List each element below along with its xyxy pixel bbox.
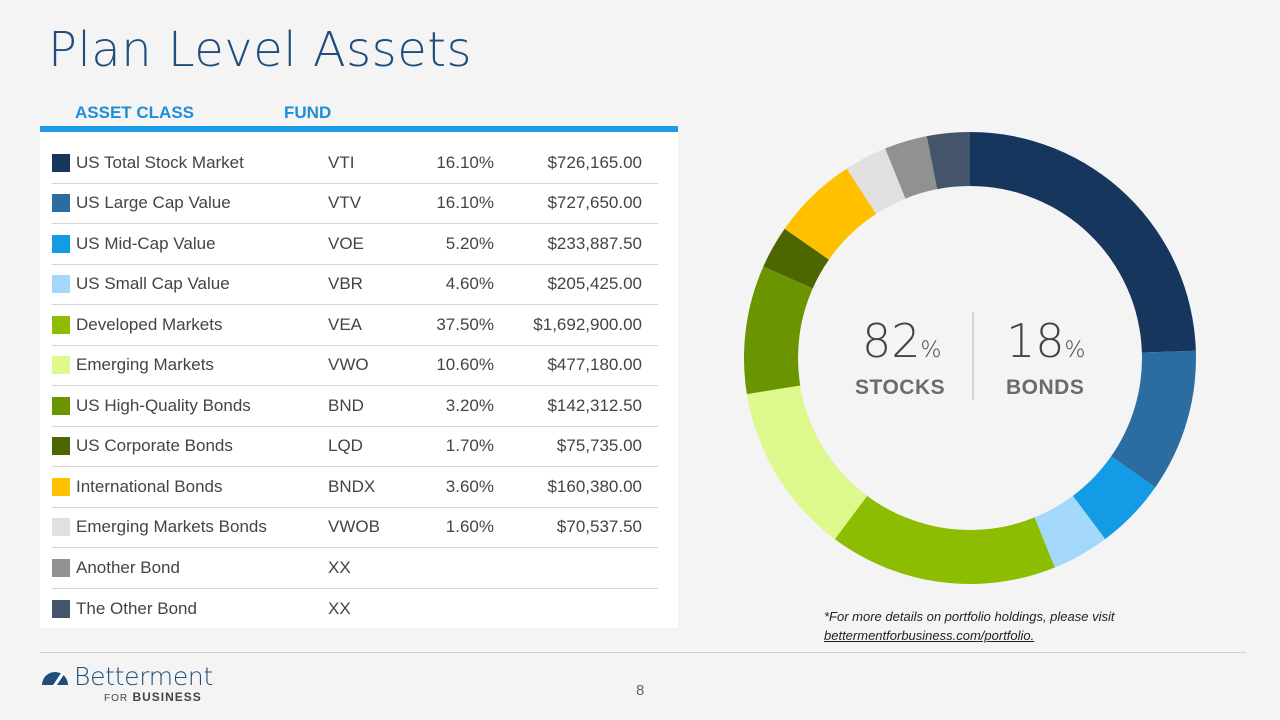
- fund-ticker: LQD: [328, 436, 363, 456]
- allocation-amount: $233,887.50: [547, 233, 642, 253]
- asset-class-name: Another Bond: [76, 557, 180, 577]
- fund-ticker: VTI: [328, 152, 355, 172]
- donut-slice-us-large-cap-value: [1111, 350, 1196, 488]
- legend-swatch: [52, 396, 70, 415]
- table-row: US High-Quality Bonds BND 3.20% $142,312.50: [52, 386, 658, 427]
- fund-ticker: VWOB: [328, 517, 380, 537]
- stocks-percentage: 82%: [862, 314, 942, 368]
- asset-table: [40, 132, 678, 628]
- table-row: Another Bond XX: [52, 548, 658, 589]
- asset-class-name: The Other Bond: [76, 598, 197, 618]
- donut-slice-us-high-quality-bonds: [744, 266, 813, 395]
- allocation-percent: 10.60%: [436, 355, 494, 375]
- fund-ticker: VWO: [328, 355, 369, 375]
- fund-ticker: XX: [328, 598, 351, 618]
- logo-subtitle: FOR BUSINESS: [104, 690, 202, 704]
- allocation-percent: 1.70%: [445, 436, 494, 456]
- legend-swatch: [52, 599, 70, 618]
- asset-class-name: US Corporate Bonds: [76, 436, 233, 456]
- legend-swatch: [52, 518, 70, 537]
- fund-ticker: BND: [328, 395, 364, 415]
- asset-class-name: US Small Cap Value: [76, 274, 230, 294]
- asset-class-name: Emerging Markets: [76, 355, 214, 375]
- table-row: US Small Cap Value VBR 4.60% $205,425.00: [52, 265, 658, 305]
- bonds-label: BONDS: [1006, 376, 1085, 399]
- legend-swatch: [52, 194, 70, 213]
- gauge-logo-icon: [42, 671, 68, 687]
- asset-class-name: Emerging Markets Bonds: [76, 517, 267, 537]
- donut-slice-international-bonds: [784, 168, 877, 260]
- allocation-amount: $142,312.50: [547, 395, 642, 415]
- legend-swatch: [52, 356, 70, 375]
- donut-slice-emerging-markets: [746, 385, 868, 540]
- donut-slice-another-bond: [885, 136, 938, 199]
- allocation-percent: 3.20%: [445, 395, 494, 415]
- asset-class-name: US High-Quality Bonds: [76, 395, 251, 415]
- allocation-amount: $205,425.00: [547, 274, 642, 294]
- table-row: US Corporate Bonds LQD 1.70% $75,735.00: [52, 427, 658, 467]
- fund-ticker: VOE: [328, 233, 364, 253]
- allocation-percent: 16.10%: [436, 152, 494, 172]
- footnote-text: *For more details on portfolio holdings,…: [824, 609, 1115, 624]
- stocks-label: STOCKS: [855, 376, 946, 399]
- table-row: Developed Markets VEA 37.50% $1,692,900.00: [52, 305, 658, 346]
- table-row: US Mid-Cap Value VOE 5.20% $233,887.50: [52, 224, 658, 265]
- legend-swatch: [52, 234, 70, 253]
- legend-swatch: [52, 315, 70, 334]
- allocation-amount: $75,735.00: [556, 436, 642, 456]
- table-row: US Large Cap Value VTV 16.10% $727,650.00: [52, 184, 658, 224]
- footnote: *For more details on portfolio holdings,…: [824, 607, 1114, 645]
- allocation-percent: 37.50%: [436, 314, 494, 334]
- asset-class-name: US Large Cap Value: [76, 193, 231, 213]
- donut-slice-us-total-stock-market: [970, 132, 1196, 353]
- allocation-amount: $1,692,900.00: [533, 314, 642, 334]
- donut-slice-the-other-bond: [926, 132, 970, 190]
- table-row: Emerging Markets Bonds VWOB 1.60% $70,537.5…: [52, 508, 658, 548]
- fund-ticker: BNDX: [328, 476, 376, 496]
- betterment-logo: Betterment FOR BUSINESS: [40, 662, 213, 704]
- table-row: Emerging Markets VWO 10.60% $477,180.00: [52, 346, 658, 386]
- legend-swatch: [52, 558, 70, 577]
- legend-swatch: [52, 437, 70, 456]
- allocation-amount: $477,180.00: [547, 355, 642, 375]
- bonds-percentage: 18%: [1006, 314, 1086, 368]
- asset-class-name: International Bonds: [76, 476, 223, 496]
- allocation-amount: $727,650.00: [547, 193, 642, 213]
- footer-divider: [40, 652, 1246, 653]
- allocation-donut-chart: [744, 132, 1196, 584]
- page-title: Plan Level Assets: [48, 22, 473, 78]
- page-number: 8: [636, 682, 645, 699]
- fund-ticker: XX: [328, 557, 351, 577]
- allocation-percent: 1.60%: [445, 517, 494, 537]
- allocation-percent: 3.60%: [445, 476, 494, 496]
- asset-class-name: US Total Stock Market: [76, 152, 244, 172]
- legend-swatch: [52, 153, 70, 172]
- donut-slice-developed-markets: [834, 495, 1055, 584]
- logo-wordmark: Betterment: [74, 662, 213, 691]
- legend-swatch: [52, 477, 70, 496]
- allocation-percent: 16.10%: [436, 193, 494, 213]
- donut-slice-us-mid-cap-value: [1072, 456, 1156, 540]
- table-row: The Other Bond XX: [52, 589, 658, 630]
- column-header-asset-class: ASSET CLASS: [75, 103, 195, 122]
- table-row: US Total Stock Market VTI 16.10% $726,165.0…: [52, 143, 658, 184]
- allocation-amount: $160,380.00: [547, 476, 642, 496]
- legend-swatch: [52, 275, 70, 294]
- asset-class-name: US Mid-Cap Value: [76, 233, 216, 253]
- summary-divider: [972, 312, 974, 400]
- donut-slice-emerging-markets-bonds: [846, 148, 906, 214]
- allocation-amount: $726,165.00: [547, 152, 642, 172]
- donut-slice-us-small-cap-value: [1034, 495, 1106, 568]
- allocation-percent: 5.20%: [445, 233, 494, 253]
- asset-class-name: Developed Markets: [76, 314, 223, 334]
- table-header-rule: [40, 126, 678, 132]
- donut-slice-us-corporate-bonds: [763, 228, 829, 289]
- allocation-amount: $70,537.50: [556, 517, 642, 537]
- allocation-percent: 4.60%: [445, 274, 494, 294]
- fund-ticker: VEA: [328, 314, 363, 334]
- fund-ticker: VTV: [328, 193, 362, 213]
- portfolio-link[interactable]: bettermentforbusiness.com/portfolio.: [824, 628, 1035, 643]
- table-row: International Bonds BNDX 3.60% $160,380.00: [52, 467, 658, 508]
- fund-ticker: VBR: [328, 274, 363, 294]
